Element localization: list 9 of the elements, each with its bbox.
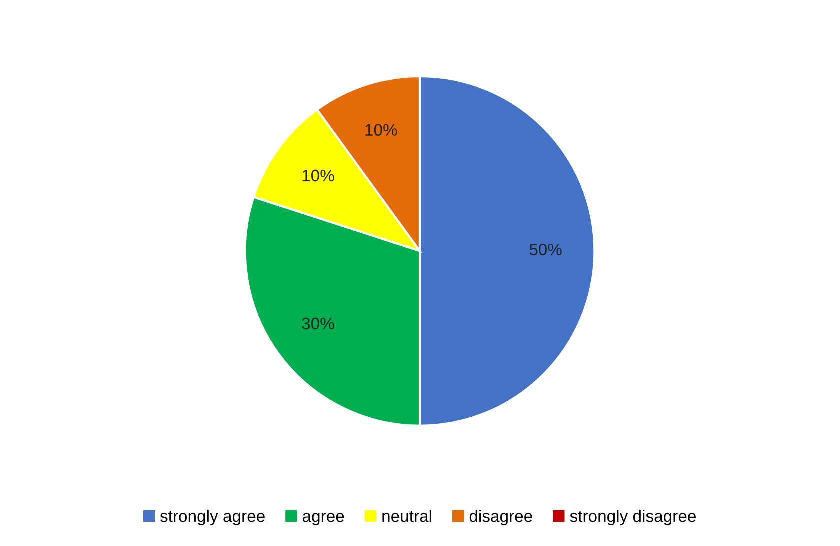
legend-label: agree (302, 513, 344, 526)
data-label: 10% (366, 124, 398, 136)
legend-label: strongly disagree (570, 510, 696, 526)
data-label: 10% (302, 170, 334, 182)
legend-label: strongly agree (160, 510, 265, 526)
data-label: 30% (302, 318, 334, 330)
legend-label: neutral (382, 510, 432, 522)
data-label: 50% (530, 244, 562, 256)
legend-label: disagree (470, 510, 532, 526)
